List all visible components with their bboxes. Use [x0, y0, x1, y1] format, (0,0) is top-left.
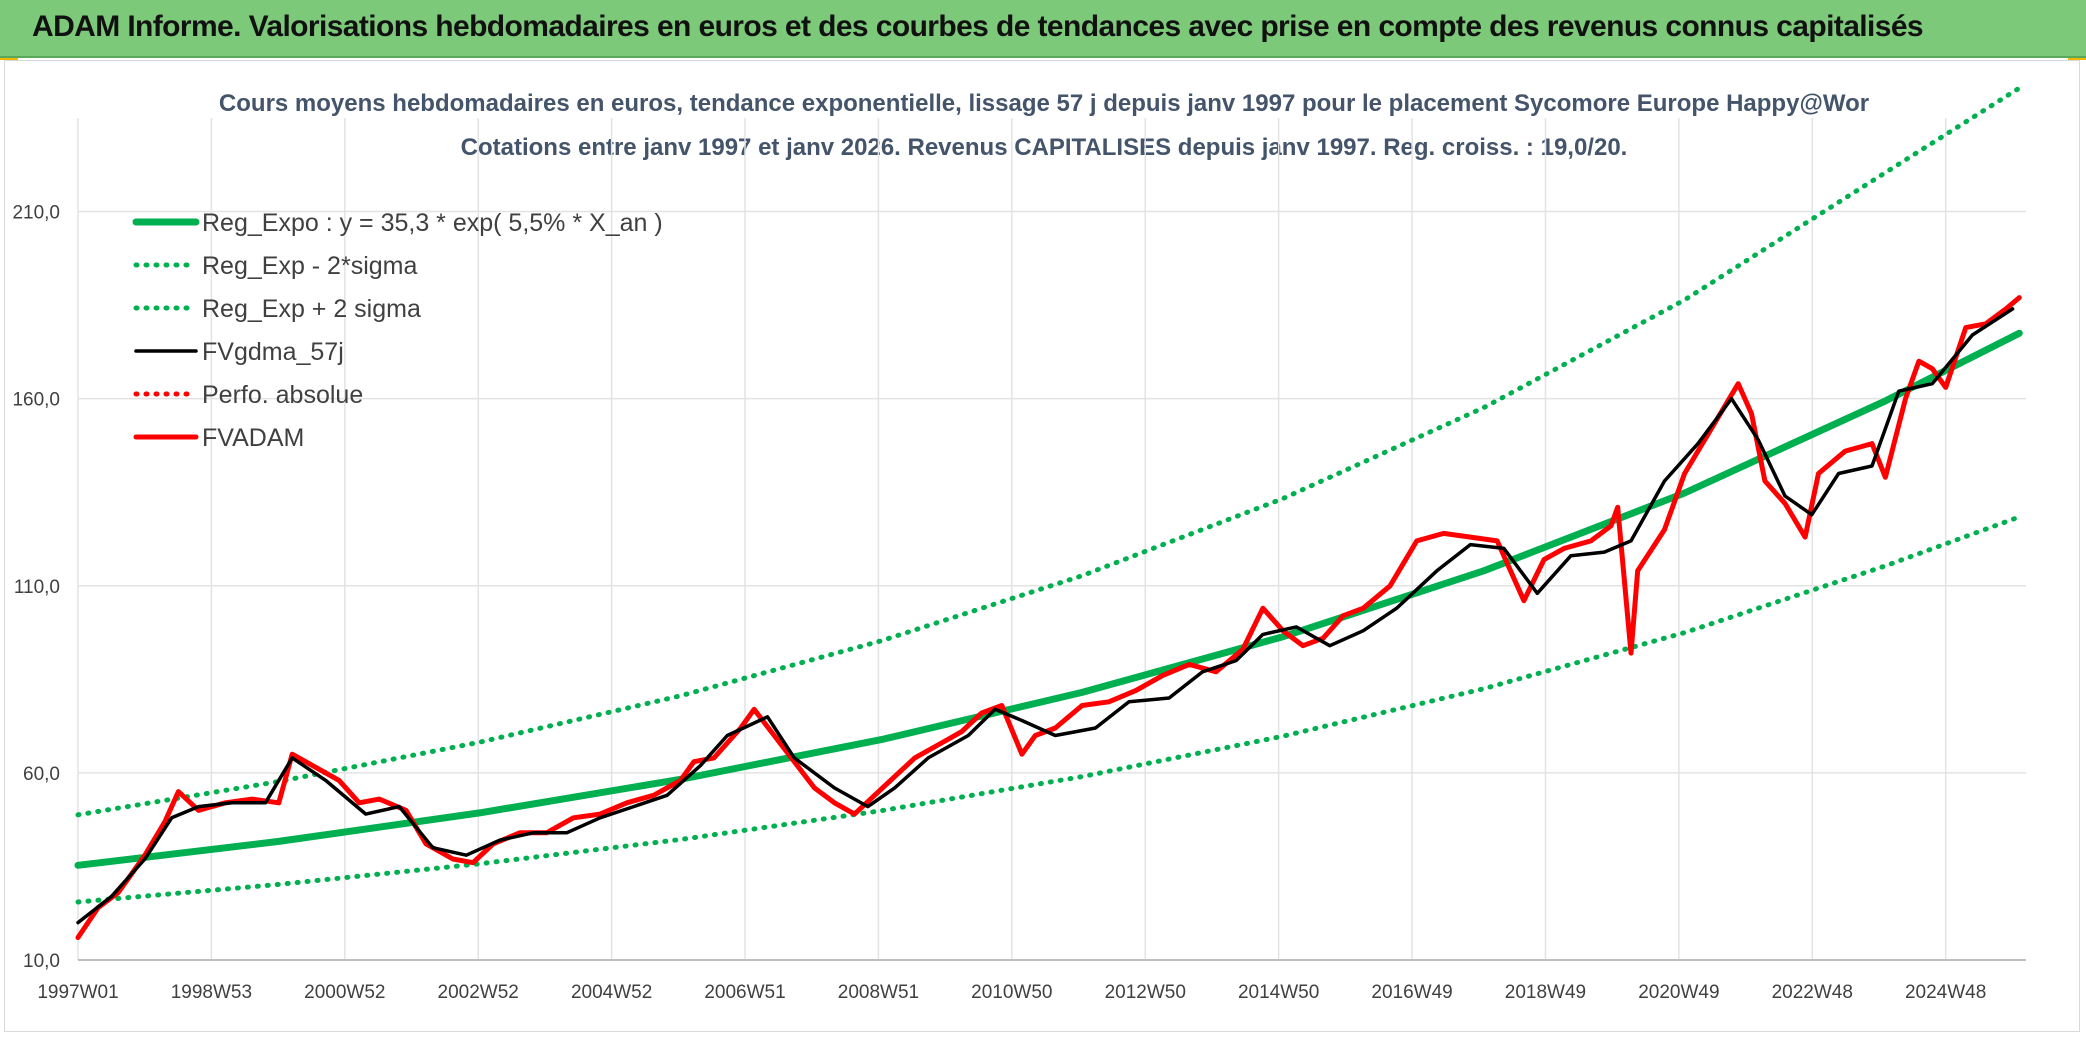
report-header: ADAM Informe. Valorisations hebdomadaire… [0, 0, 2086, 58]
x-tick-label: 2014W50 [1238, 982, 1319, 1003]
legend-item-fvadam: FVADAM [202, 424, 304, 452]
reg-exp-plus-line [75, 85, 2022, 818]
x-tick-label: 2004W52 [571, 982, 652, 1003]
x-tick-label: 2016W49 [1371, 982, 1452, 1003]
chart-subtitle: Cotations entre janv 1997 et janv 2026. … [461, 134, 1628, 161]
chart-frame [4, 60, 2080, 1032]
legend-item-reg-exp-plus: Reg_Exp + 2 sigma [202, 295, 421, 323]
reg-expo-line [74, 329, 2023, 869]
fvadam-line [75, 295, 2022, 940]
y-tick-label: 110,0 [14, 577, 60, 598]
x-tick-label: 2018W49 [1505, 982, 1586, 1003]
y-tick-label: 10,0 [23, 951, 60, 972]
x-tick-label: 2022W48 [1772, 982, 1853, 1003]
legend[interactable]: Reg_Expo : y = 35,3 * exp( 5,5% * X_an )… [132, 209, 663, 452]
legend-item-perfo-absolue: Perfo. absolue [202, 381, 363, 409]
legend-item-reg-expo: Reg_Expo : y = 35,3 * exp( 5,5% * X_an ) [202, 209, 663, 237]
x-tick-label: 2024W48 [1905, 982, 1986, 1003]
x-tick-label: 2020W49 [1638, 982, 1719, 1003]
report-title: ADAM Informe. Valorisations hebdomadaire… [32, 10, 1924, 43]
x-tick-label: 2000W52 [304, 982, 385, 1003]
reg-exp-minus-line [75, 514, 2022, 905]
x-tick-label: 2010W50 [971, 982, 1052, 1003]
x-tick-label: 2006W51 [704, 982, 785, 1003]
x-tick-label: 1998W53 [171, 982, 252, 1003]
series-lines [74, 85, 2023, 940]
legend-item-fvgdma: FVgdma_57j [202, 338, 344, 366]
x-tick-label: 1997W01 [37, 982, 118, 1003]
x-tick-label: 2008W51 [838, 982, 919, 1003]
y-tick-label: 160,0 [12, 390, 60, 411]
chart-title: Cours moyens hebdomadaires en euros, ten… [219, 90, 1869, 117]
x-tick-label: 2012W50 [1105, 982, 1186, 1003]
legend-item-reg-exp-minus: Reg_Exp - 2*sigma [202, 252, 417, 280]
y-tick-label: 60,0 [23, 764, 60, 785]
y-tick-label: 210,0 [12, 203, 60, 224]
axes: 1997W01 1998W53 2000W52 2002W52 2004W52 2006W… [12, 203, 2026, 1003]
gridlines [77, 118, 2026, 961]
x-tick-label: 2002W52 [438, 982, 519, 1003]
fvgdma-line [76, 307, 2015, 925]
